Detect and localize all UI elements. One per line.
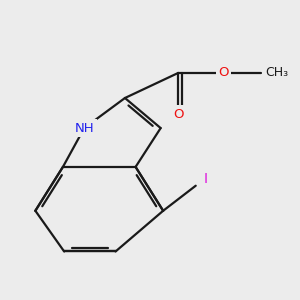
Text: I: I — [204, 172, 208, 186]
Text: O: O — [218, 66, 229, 80]
Text: O: O — [173, 108, 183, 121]
Text: NH: NH — [74, 122, 94, 135]
Text: CH₃: CH₃ — [265, 66, 288, 80]
